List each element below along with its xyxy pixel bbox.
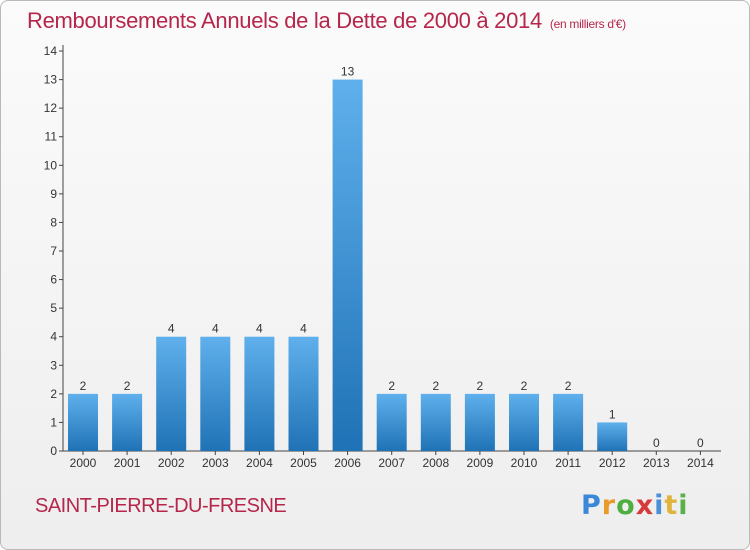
y-tick-label: 9: [50, 187, 57, 201]
bars: [68, 79, 628, 452]
x-tick-label: 2014: [687, 456, 714, 470]
bar-2003: [200, 336, 231, 451]
bar-2004: [244, 336, 275, 451]
data-label-2002: 4: [168, 322, 175, 336]
data-label-2013: 0: [653, 436, 660, 450]
bar-2011: [553, 393, 584, 451]
x-tick-label: 2009: [467, 456, 494, 470]
x-tick-label: 2007: [378, 456, 405, 470]
y-tick-label: 2: [50, 387, 57, 401]
y-tick-label: 11: [45, 130, 58, 144]
x-tick-label: 2012: [599, 456, 626, 470]
data-label-2001: 2: [124, 379, 131, 393]
proxiti-logo: Proxiti: [581, 490, 689, 521]
x-tick-label: 2000: [70, 456, 97, 470]
y-tick-label: 13: [44, 73, 58, 87]
y-tick-label: 8: [50, 215, 57, 229]
chart-title: Remboursements Annuels de la Dette de 20…: [27, 8, 626, 34]
chart-unit: (en milliers d'€): [549, 17, 626, 31]
data-label-2005: 4: [300, 322, 307, 336]
data-label-2008: 2: [432, 379, 439, 393]
bar-2005: [288, 336, 319, 451]
data-label-2004: 4: [256, 322, 263, 336]
data-label-2009: 2: [477, 379, 484, 393]
bar-2009: [464, 393, 495, 451]
data-label-2007: 2: [388, 379, 395, 393]
y-tick-label: 7: [50, 244, 57, 258]
x-tick-label: 2001: [114, 456, 141, 470]
chart-title-text: Remboursements Annuels de la Dette de 20…: [27, 8, 542, 33]
bar-2006: [332, 79, 363, 452]
x-tick-label: 2011: [555, 456, 581, 470]
data-label-2012: 1: [609, 407, 616, 421]
x-tick-label: 2013: [643, 456, 670, 470]
data-label-2003: 4: [212, 322, 219, 336]
bar-2000: [68, 393, 98, 451]
y-tick-label: 6: [50, 273, 57, 287]
bar-2001: [112, 393, 143, 451]
x-tick-label: 2006: [334, 456, 361, 470]
x-tick-label: 2004: [246, 456, 273, 470]
y-tick-label: 5: [50, 301, 57, 315]
y-tick-label: 0: [50, 444, 57, 458]
bar-2012: [597, 422, 628, 451]
data-label-2014: 0: [697, 436, 704, 450]
bar-2010: [509, 393, 539, 451]
data-label-2000: 2: [80, 379, 87, 393]
y-tick-label: 14: [44, 44, 58, 58]
x-tick-label: 2005: [290, 456, 317, 470]
x-tick-label: 2008: [422, 456, 449, 470]
y-tick-label: 12: [44, 101, 58, 115]
bar-2007: [376, 393, 407, 451]
x-tick-label: 2002: [158, 456, 185, 470]
bar-2008: [420, 393, 451, 451]
data-label-2006: 13: [341, 65, 355, 79]
y-tick-label: 4: [50, 330, 57, 344]
x-tick-label: 2010: [511, 456, 538, 470]
y-tick-label: 1: [50, 415, 57, 429]
data-label-2010: 2: [521, 379, 528, 393]
data-label-2011: 2: [565, 379, 572, 393]
commune-name: SAINT-PIERRE-DU-FRESNE: [35, 495, 287, 517]
y-tick-label: 3: [50, 358, 57, 372]
bar-2002: [156, 336, 187, 451]
x-tick-label: 2003: [202, 456, 229, 470]
y-tick-label: 10: [44, 158, 58, 172]
